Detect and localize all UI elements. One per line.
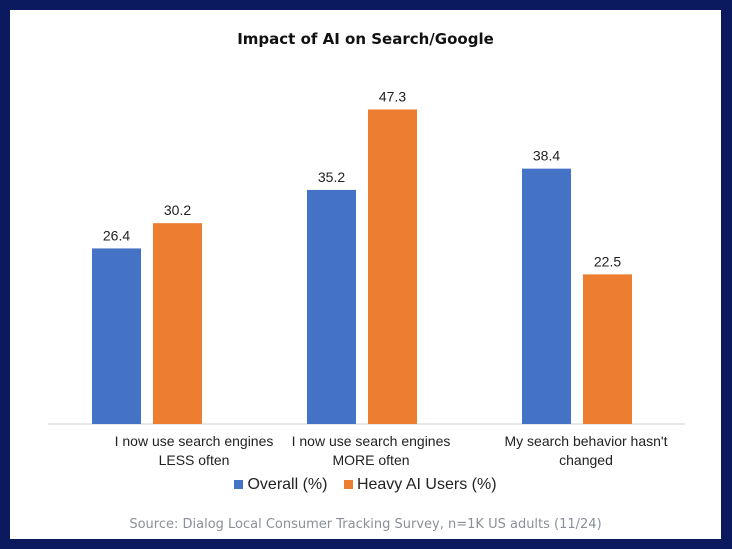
bar-heavy-ai-0 xyxy=(153,223,202,424)
legend-item-overall: Overall (%) xyxy=(234,476,327,494)
bar-heavy-ai-1 xyxy=(368,109,417,424)
bar-overall-1 xyxy=(307,189,356,424)
chart-legend: Overall (%) Heavy AI Users (%) xyxy=(10,476,721,494)
data-label-overall-0: 26.4 xyxy=(103,227,130,243)
data-label-overall-2: 38.4 xyxy=(533,148,560,164)
legend-swatch-overall xyxy=(234,480,244,489)
x-tick-label-less-often: I now use search engines LESS often xyxy=(114,433,274,468)
bar-overall-0 xyxy=(92,248,141,424)
source-note: Source: Dialog Local Consumer Tracking S… xyxy=(129,517,602,532)
data-label-heavy-ai-1: 47.3 xyxy=(379,88,406,104)
data-label-heavy-ai-2: 22.5 xyxy=(594,253,621,269)
chart-title: Impact of AI on Search/Google xyxy=(237,30,494,48)
chart-frame: Impact of AI on Search/Google 26.4 30.2 35… xyxy=(10,10,721,539)
bar-heavy-ai-2 xyxy=(583,274,632,424)
bar-chart: 26.4 30.2 35.2 47.3 38.4 22.5 xyxy=(48,88,685,425)
legend-swatch-heavy-ai xyxy=(343,480,353,489)
x-tick-label-more-often: I now use search engines MORE often xyxy=(291,433,451,468)
data-label-overall-1: 35.2 xyxy=(318,169,345,185)
bar-overall-2 xyxy=(522,168,571,424)
data-label-heavy-ai-0: 30.2 xyxy=(164,202,191,218)
legend-item-heavy-ai: Heavy AI Users (%) xyxy=(343,476,497,494)
x-tick-label-unchanged: My search behavior hasn't changed xyxy=(504,433,668,468)
